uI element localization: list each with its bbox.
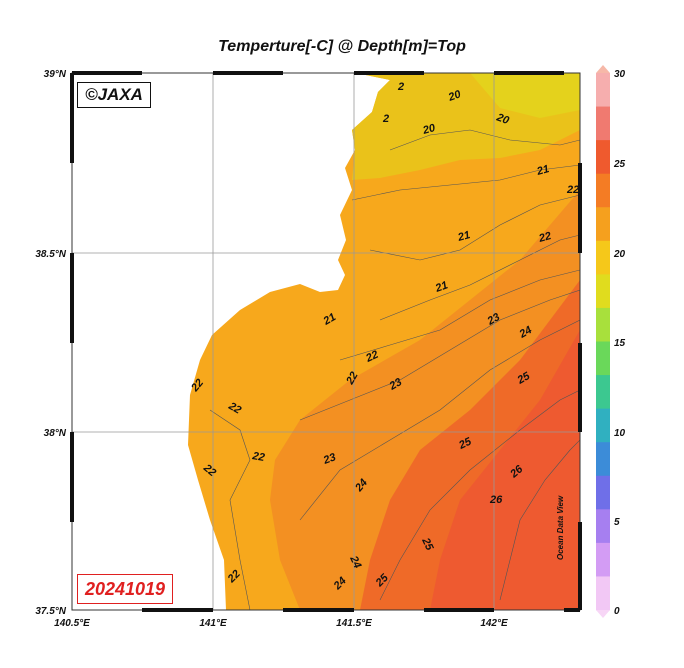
- copyright-badge: ©JAXA: [77, 82, 151, 108]
- colorbar-max-cap: [596, 65, 610, 73]
- colorbar-swatch: [596, 475, 610, 510]
- contour-label: 20: [494, 111, 511, 127]
- date-badge: 20241019: [77, 574, 173, 604]
- contour-label: 20: [421, 122, 438, 137]
- colorbar-tick-label: 20: [613, 249, 626, 260]
- contour-label: 22: [566, 184, 579, 196]
- credit-label: Ocean Data View: [556, 495, 565, 560]
- colorbar-swatch: [596, 341, 610, 376]
- contour-label: 21: [535, 163, 551, 178]
- colorbar-swatch: [596, 73, 610, 108]
- contour-label: 22: [344, 370, 361, 387]
- contour-label: 22: [226, 400, 243, 417]
- lon-label: 141.5°E: [336, 618, 372, 629]
- colorbar-swatch: [596, 576, 610, 611]
- contour-lines: [209, 129, 580, 610]
- map-title: Temperture[-C] @ Depth[m]=Top: [218, 38, 466, 55]
- contour-label: 21: [433, 279, 450, 295]
- lat-label: 39°N: [44, 69, 67, 80]
- colorbar-tick-label: 15: [614, 338, 626, 349]
- colorbar-swatch: [596, 442, 610, 477]
- colorbar-swatch: [596, 207, 610, 242]
- colorbar: [596, 65, 610, 618]
- frame-tick-bars: [70, 71, 582, 612]
- contour-label: 23: [321, 451, 338, 467]
- lat-label: 37.5°N: [35, 606, 66, 617]
- colorbar-min-cap: [596, 610, 610, 618]
- contour-label: 21: [456, 229, 472, 244]
- contour-label: 21: [321, 311, 338, 328]
- contour-label: 23: [485, 311, 502, 328]
- colorbar-swatch: [596, 307, 610, 342]
- colorbar-tick-label: 10: [614, 428, 626, 439]
- contour-label: 20: [446, 88, 463, 104]
- colorbar-swatch: [596, 140, 610, 175]
- lon-label: 140.5°E: [54, 618, 90, 629]
- contour-label: 23: [387, 376, 404, 393]
- map-plot-area: 20 20 20 2 2 21 22 21 22 21 23 24 21 25 …: [72, 73, 580, 610]
- contour-label: 25: [419, 535, 436, 553]
- colorbar-swatch: [596, 274, 610, 309]
- contour-label: 24: [517, 324, 534, 341]
- colorbar-swatch: [596, 106, 610, 141]
- colorbar-ticks: 30 25 20 15 10 5 0: [613, 69, 626, 617]
- colorbar-swatch: [596, 408, 610, 443]
- colorbar-tick-label: 25: [613, 159, 626, 170]
- grid-lines: [72, 73, 580, 610]
- lat-label: 38.5°N: [35, 249, 66, 260]
- colorbar-tick-label: 5: [614, 517, 620, 528]
- colorbar-swatch: [596, 509, 610, 544]
- contour-label: 2: [382, 113, 389, 125]
- sea-far-north: [470, 73, 580, 118]
- contour-label: 24: [347, 553, 363, 570]
- contour-label: 25: [456, 435, 474, 452]
- colorbar-swatch: [596, 173, 610, 208]
- colorbar-tick-label: 30: [614, 69, 626, 80]
- contour-label: 22: [250, 450, 265, 464]
- colorbar-swatch: [596, 240, 610, 275]
- contour-label: 2: [397, 81, 404, 93]
- lon-label: 141°E: [199, 618, 227, 629]
- contour-label: 22: [363, 349, 380, 365]
- sea-hot-zone: [430, 330, 580, 610]
- colorbar-swatch: [596, 542, 610, 577]
- contour-label: 26: [489, 494, 503, 506]
- colorbar-swatch: [596, 375, 610, 410]
- colorbar-tick-label: 0: [614, 606, 620, 617]
- lat-label: 38°N: [44, 428, 67, 439]
- contour-label: 22: [537, 230, 553, 245]
- lon-label: 142°E: [480, 618, 508, 629]
